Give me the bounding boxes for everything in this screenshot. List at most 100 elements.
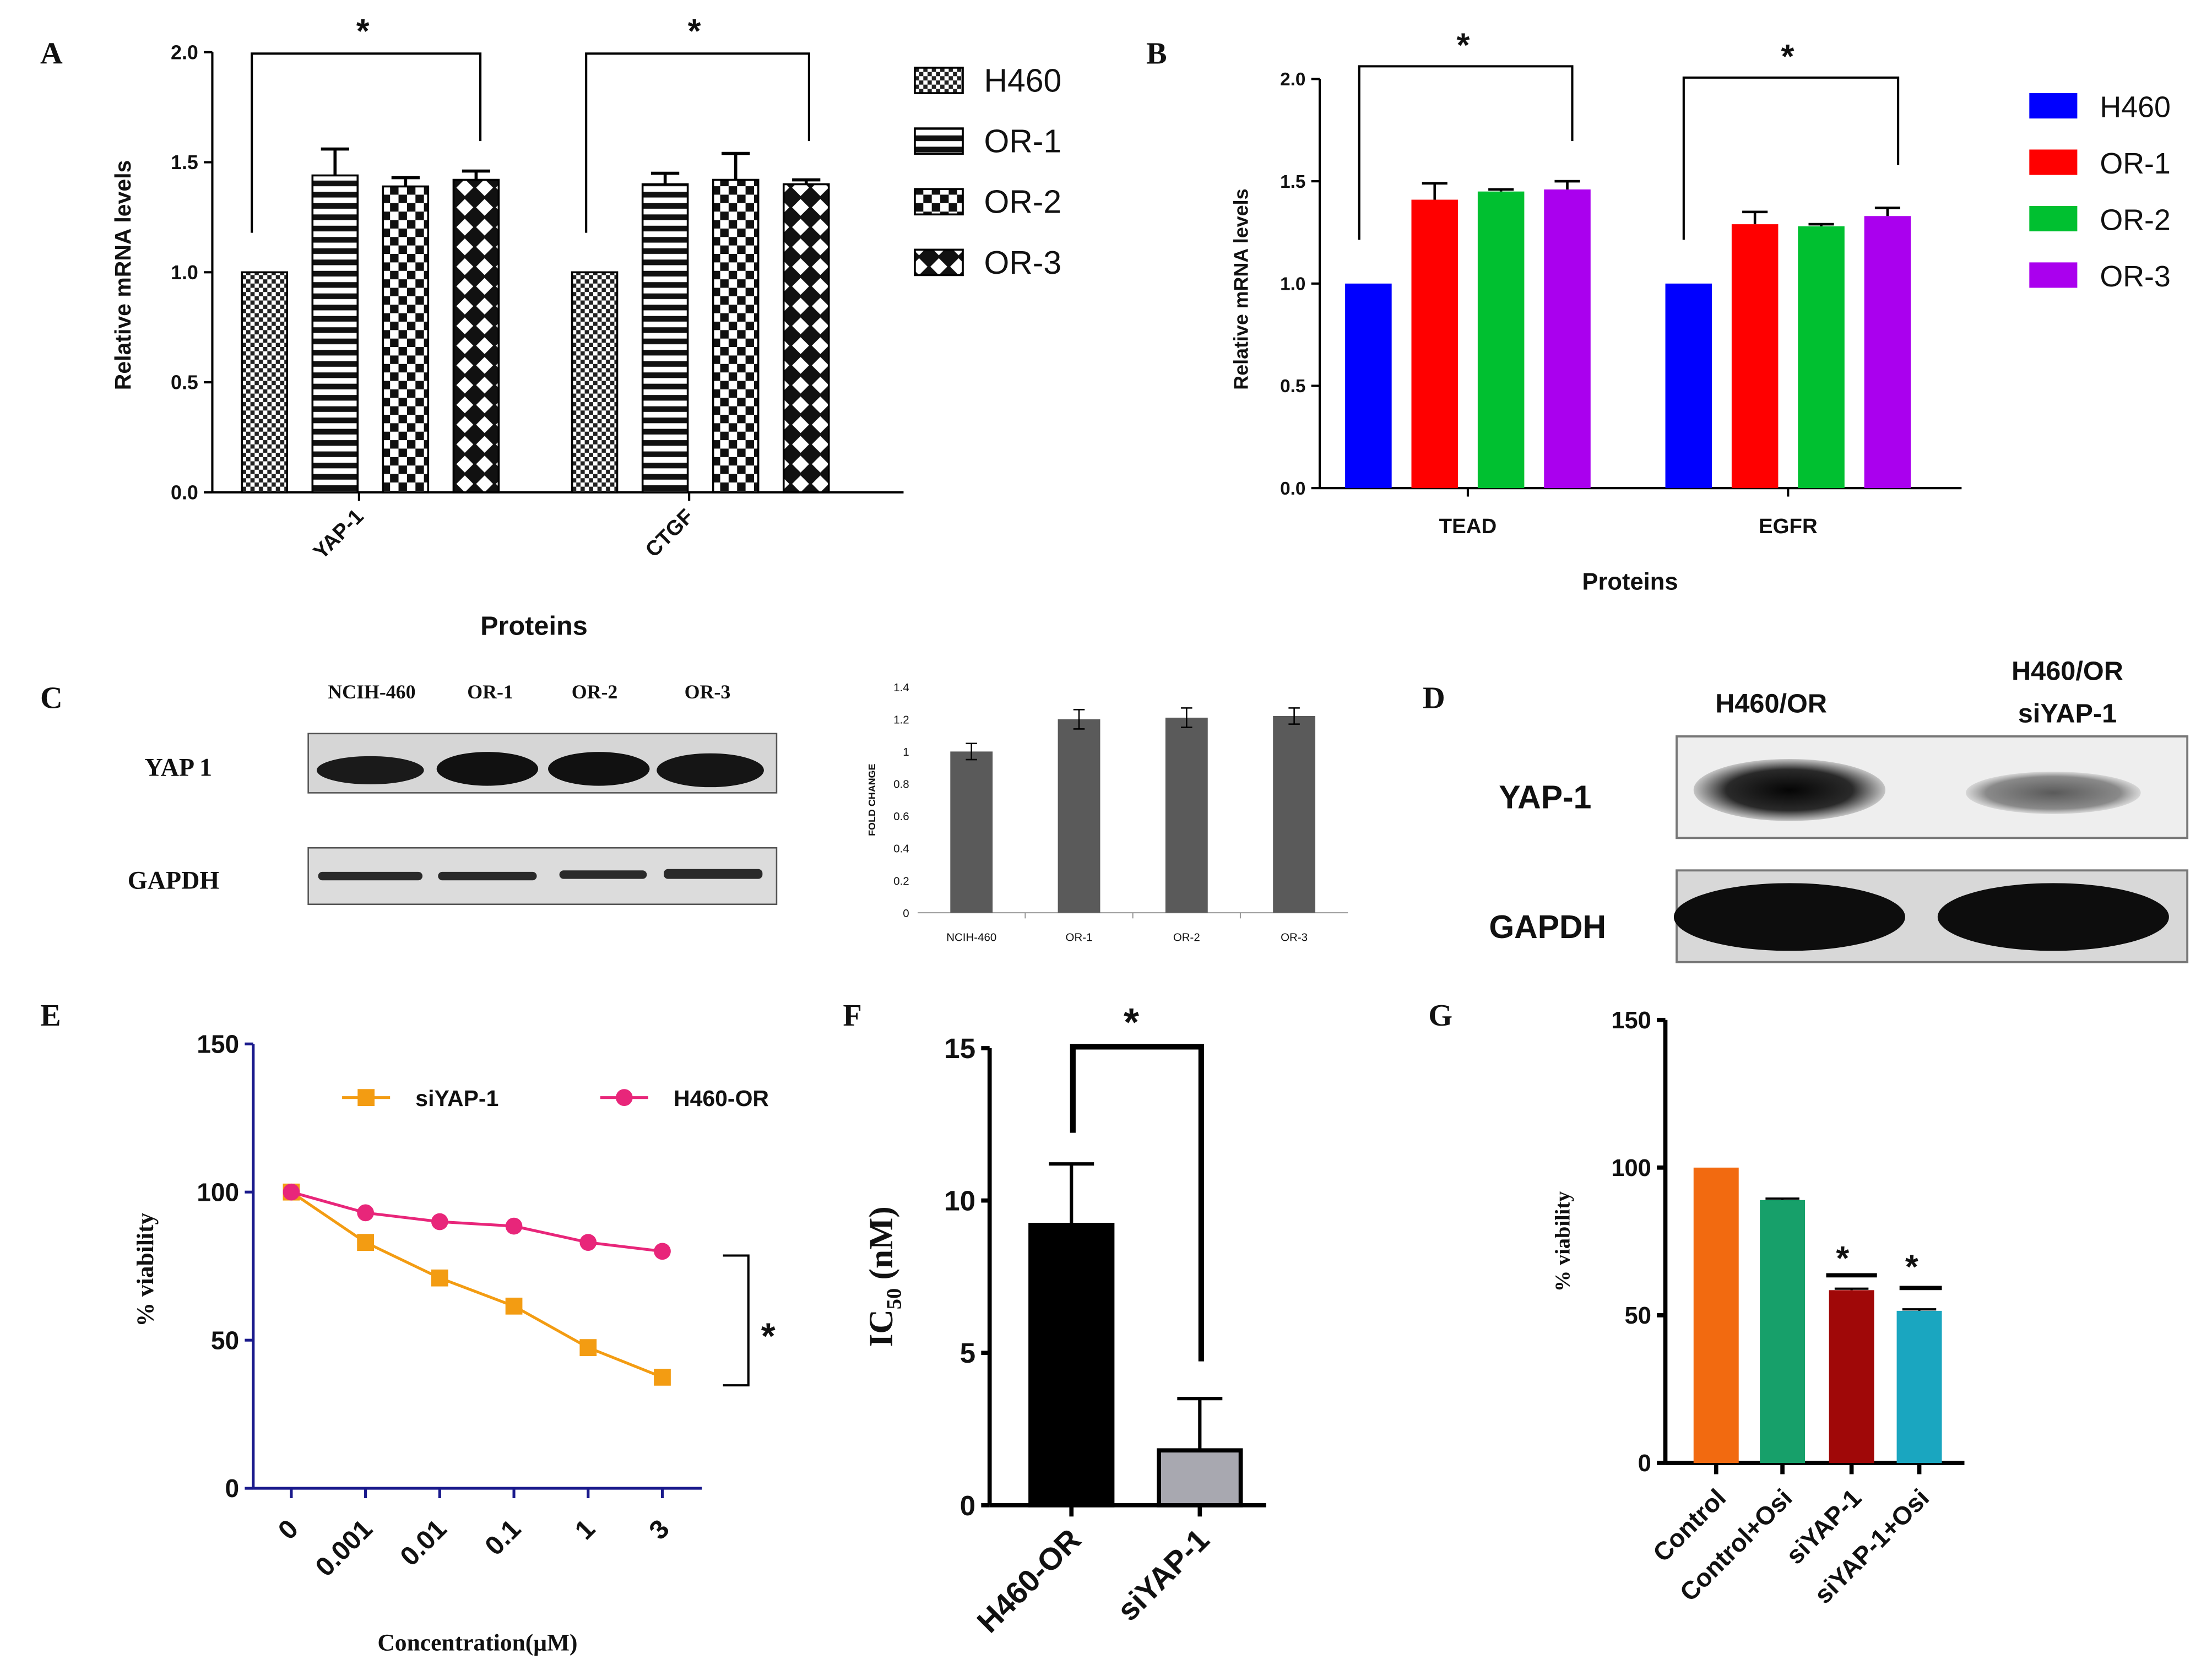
y-tick-label: 5: [960, 1337, 976, 1369]
legend-label: OR-2: [2100, 203, 2170, 236]
y-tick-label: 0.5: [1280, 376, 1305, 397]
y-tick-label: 0.2: [893, 875, 909, 887]
x-tick-label: EGFR: [1759, 514, 1818, 538]
blot-lane-label: H460/OR: [2012, 657, 2123, 686]
legend-label: H460-OR: [674, 1086, 769, 1111]
x-tick-label: 1: [570, 1514, 601, 1546]
x-axis-title: Proteins: [1582, 569, 1678, 595]
chart-c-plot: 0 0.2 0.4 0.6 0.8 1 1.2 1.4 FOLD CHANGE NCIH-460 O…: [866, 681, 1348, 944]
x-tick-label: NCIH-460: [946, 931, 996, 944]
y-axis-title: IC50 (nM): [863, 1206, 906, 1347]
significance-bracket: [1070, 1044, 1205, 1362]
y-tick-label: 0.6: [893, 810, 909, 823]
y-tick-label: 0.0: [1280, 479, 1305, 499]
blot-lane-label: OR-3: [685, 681, 731, 703]
significance-star: *: [1836, 1239, 1849, 1277]
legend-swatch: [2029, 262, 2078, 288]
bar: [1058, 719, 1100, 913]
blot-row-label: GAPDH: [1489, 909, 1606, 945]
legend-label: OR-3: [984, 245, 1061, 281]
blot-lane-label: NCIH-460: [328, 681, 415, 703]
y-tick-label: 0: [960, 1490, 976, 1521]
panel-f: F 0 5 10 15 H460-OR siYAP-1 IC50 (nM) *: [843, 999, 1266, 1639]
significance-star: *: [688, 12, 701, 50]
data-point: [654, 1243, 671, 1260]
bar-or-2: [712, 178, 760, 494]
y-tick-label: 150: [1611, 1007, 1651, 1034]
panel-letter-d: D: [1423, 681, 1445, 715]
significance-star: *: [1124, 1000, 1139, 1044]
legend-label: siYAP-1: [415, 1086, 498, 1111]
panel-g: G 050100150ControlControl+OsisiYAP-1siYA…: [1428, 999, 1965, 1609]
x-axis-title: Proteins: [480, 611, 588, 641]
blot-lane-label: siYAP-1: [2018, 698, 2117, 728]
panel-c: C NCIH-460 OR-1 OR-2 OR-3 YAP 1 GAPDH 00…: [40, 681, 1348, 944]
y-tick-label: 1.0: [1280, 274, 1305, 294]
data-point: [505, 1217, 523, 1235]
x-tick-label: CTGF: [641, 505, 698, 562]
bar: [1760, 1200, 1806, 1463]
y-tick-label: 10: [944, 1185, 975, 1217]
legend-label: OR-1: [984, 124, 1061, 160]
legend-swatch: [2029, 149, 2078, 175]
panel-d: D H460/OR H460/OR siYAP-1 YAP-1 GAPDH: [1423, 657, 2189, 963]
series-line-0: [290, 1191, 663, 1379]
significance-bracket: [1358, 65, 1574, 240]
bar: [1165, 717, 1208, 913]
bar: [1693, 1167, 1739, 1463]
y-tick-label: 1.2: [893, 714, 909, 727]
bar-h460: [241, 271, 289, 494]
y-tick-label: 50: [1624, 1303, 1651, 1329]
y-tick-label: 0.5: [171, 372, 198, 394]
bar-h460: [571, 271, 619, 494]
bar-or-2: [1798, 226, 1845, 489]
bar-or-3: [1544, 189, 1591, 489]
x-tick-label: 3: [643, 1514, 675, 1546]
legend-swatch: [914, 248, 964, 276]
legend-swatch: [2029, 93, 2078, 119]
bar: [1157, 1448, 1243, 1508]
bar-or-2: [382, 185, 430, 494]
bar-or-1: [1731, 224, 1779, 489]
western-blot-yap1: [307, 733, 778, 794]
y-tick-label: 1: [903, 746, 909, 758]
blot-lane-label: H460/OR: [1715, 688, 1827, 718]
data-point: [357, 1204, 374, 1222]
legend-label: OR-1: [2100, 147, 2170, 180]
panel-letter-a: A: [40, 36, 63, 71]
significance-star: *: [356, 12, 370, 50]
data-point: [579, 1234, 597, 1251]
legend-swatch: [2029, 205, 2078, 232]
chart-b-plot: 0.0 0.5 1.0 1.5 2.0 TEAD EGFR Proteins Relative …: [1230, 69, 1962, 595]
y-tick-label: 2.0: [1280, 69, 1305, 90]
data-point: [431, 1269, 448, 1287]
data-point: [654, 1369, 671, 1386]
x-tick-label: H460-OR: [970, 1522, 1087, 1639]
bar: [1829, 1290, 1874, 1463]
bar: [950, 751, 993, 913]
bar-or-3: [452, 178, 500, 494]
bar: [1028, 1223, 1115, 1508]
y-tick-label: 0.0: [171, 481, 198, 503]
x-tick-label: OR-1: [1066, 931, 1093, 944]
bar-or-3: [1864, 216, 1911, 489]
data-point: [283, 1183, 300, 1201]
blot-row-label: GAPDH: [128, 866, 220, 894]
x-tick-label: siYAP-1: [1110, 1522, 1216, 1627]
x-tick-label: OR-2: [1173, 931, 1200, 944]
y-tick-label: 0.4: [893, 843, 909, 855]
x-tick-label: 0.1: [479, 1514, 527, 1562]
y-axis-title: Relative mRNA levels: [110, 160, 135, 390]
x-tick-label: 0.001: [310, 1514, 378, 1582]
significance-bracket: [1682, 76, 1900, 240]
y-tick-label: 1.4: [893, 681, 909, 694]
significance-bracket: [585, 52, 810, 233]
blot-row-label: YAP 1: [145, 753, 213, 782]
western-blot-gapdh: [307, 847, 778, 906]
legend-label: OR-2: [984, 185, 1061, 220]
bar-or-2: [1477, 191, 1525, 489]
legend-label: H460: [984, 63, 1061, 99]
bar-or-3: [782, 183, 830, 494]
